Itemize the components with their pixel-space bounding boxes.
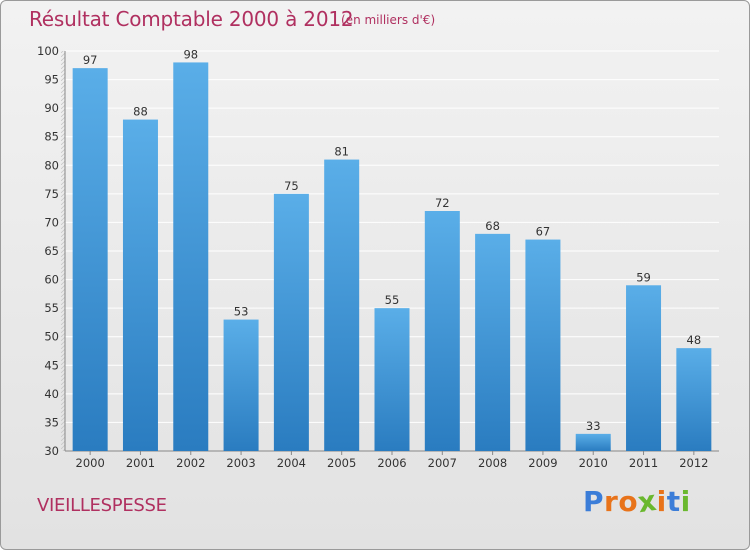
- x-tick-label: 2004: [277, 456, 306, 470]
- bar-2008: [475, 233, 511, 451]
- value-label-2011: 59: [636, 270, 651, 284]
- bar-2005: [324, 159, 360, 452]
- x-tick-label: 2008: [478, 456, 507, 470]
- value-label-2010: 33: [586, 419, 601, 433]
- value-label-2004: 75: [284, 179, 299, 193]
- bar-2009: [525, 239, 561, 451]
- y-tick-label: 35: [44, 415, 59, 429]
- logo-letter: x: [635, 483, 659, 520]
- value-label-2005: 81: [334, 145, 349, 159]
- chart-subtitle: (en milliers d'€): [341, 13, 436, 27]
- bar-2004: [273, 193, 309, 451]
- y-tick-label: 40: [44, 387, 59, 401]
- bar-2006: [374, 308, 410, 451]
- x-tick-label: 2000: [76, 456, 105, 470]
- value-label-2008: 68: [485, 219, 500, 233]
- x-tick-label: 2010: [579, 456, 608, 470]
- y-tick-label: 50: [44, 330, 59, 344]
- proxiti-logo: Proxiti: [583, 483, 691, 520]
- y-tick-label: 95: [44, 73, 59, 87]
- value-label-2012: 48: [687, 333, 702, 347]
- x-tick-label: 2001: [126, 456, 155, 470]
- logo-letter: i: [680, 485, 691, 518]
- y-tick-label: 90: [44, 101, 59, 115]
- y-tick-label: 85: [44, 130, 59, 144]
- y-tick-label: 70: [44, 215, 59, 229]
- y-tick-label: 55: [44, 301, 59, 315]
- logo-letter: P: [583, 485, 605, 518]
- x-tick-label: 2009: [528, 456, 557, 470]
- x-tick-label: 2012: [679, 456, 708, 470]
- bar-2001: [122, 119, 158, 452]
- bars-layer: [72, 62, 712, 452]
- x-tick-label: 2005: [327, 456, 356, 470]
- value-label-2000: 97: [83, 53, 98, 67]
- bar-2002: [173, 62, 209, 452]
- labels-layer: 30 35 40 45 50 55 60 65 70 75 80 85 90 95 100 97 2000 88 2…: [37, 44, 708, 470]
- x-tick-label: 2003: [226, 456, 255, 470]
- logo-letter: t: [666, 485, 681, 518]
- y-tick-label: 30: [44, 444, 59, 458]
- x-tick-label: 2011: [629, 456, 658, 470]
- logo-letter: o: [618, 485, 639, 518]
- bar-2003: [223, 319, 259, 451]
- bar-2000: [72, 68, 108, 452]
- y-tick-label: 75: [44, 187, 59, 201]
- x-tick-label: 2007: [428, 456, 457, 470]
- chart-title: Résultat Comptable 2000 à 2012: [29, 7, 354, 31]
- bar-2010: [575, 433, 611, 451]
- x-tick-label: 2002: [176, 456, 205, 470]
- value-label-2007: 72: [435, 196, 450, 210]
- bar-2011: [626, 285, 662, 451]
- value-label-2002: 98: [183, 47, 198, 61]
- value-label-2003: 53: [234, 305, 249, 319]
- value-label-2009: 67: [536, 225, 551, 239]
- value-label-2006: 55: [385, 293, 400, 307]
- commune-name: VIEILLESPESSE: [37, 495, 167, 516]
- y-axis-hatch: [61, 51, 65, 451]
- x-tick-label: 2006: [377, 456, 406, 470]
- y-tick-label: 60: [44, 273, 59, 287]
- y-tick-label: 65: [44, 244, 59, 258]
- value-label-2001: 88: [133, 105, 148, 119]
- y-tick-label: 100: [37, 44, 59, 58]
- logo-letter: i: [656, 485, 667, 518]
- bar-2012: [676, 348, 712, 451]
- y-tick-label: 80: [44, 158, 59, 172]
- logo-letter: r: [604, 485, 619, 518]
- y-tick-label: 45: [44, 358, 59, 372]
- bar-2007: [424, 211, 460, 451]
